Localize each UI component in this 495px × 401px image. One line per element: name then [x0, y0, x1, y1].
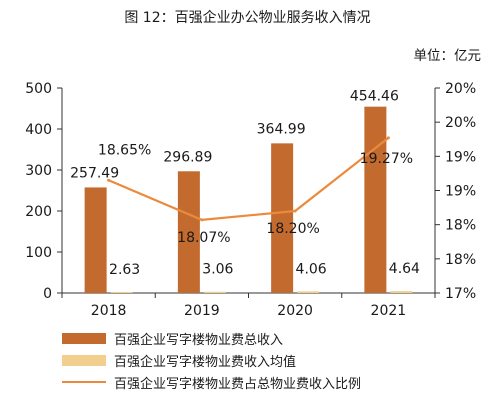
legend-swatch-ratio [62, 381, 106, 383]
left-tick-label: 300 [25, 163, 52, 179]
x-tick-label: 2019 [184, 303, 220, 319]
right-tick-label: 18% [445, 252, 476, 268]
ratio-point-2021 [386, 136, 390, 140]
ratio-line [108, 137, 390, 222]
label-ratio-2019: 18.07% [177, 230, 230, 246]
left-tick-label: 200 [25, 204, 52, 220]
bar-total-2020 [271, 143, 294, 293]
bar-average-2021 [390, 291, 413, 293]
unit-label: 单位：亿元 [413, 48, 482, 64]
bar-total-2021 [364, 106, 387, 293]
x-tick-label: 2021 [371, 303, 407, 319]
left-tick-label: 0 [43, 286, 52, 302]
label-total-2020: 364.99 [257, 121, 306, 137]
legend-item-ratio: 百强企业写字楼物业费占总物业费收入比例 [62, 371, 361, 393]
x-tick-label: 2020 [277, 303, 313, 319]
right-tick-label: 17% [445, 286, 476, 302]
legend-label-average: 百强企业写字楼物业费收入均值 [114, 354, 297, 370]
right-tick-label: 20% [445, 115, 476, 131]
bar-average-2020 [297, 291, 320, 293]
ratio-point-2019 [200, 218, 204, 222]
legend-item-average: 百强企业写字楼物业费收入均值 [62, 349, 361, 371]
legend-label-ratio: 百强企业写字楼物业费占总物业费收入比例 [114, 376, 362, 392]
label-average-2021: 4.64 [389, 261, 420, 277]
label-total-2021: 454.46 [350, 89, 399, 105]
legend-label-total: 百强企业写字楼物业费总收入 [114, 332, 284, 348]
chart-title: 图 12：百强企业办公物业服务收入情况 [124, 10, 371, 26]
bar-total-2018 [84, 187, 107, 293]
label-total-2018: 257.49 [70, 165, 119, 181]
bar-average-2019 [203, 291, 226, 293]
x-tick-label: 2018 [91, 303, 127, 319]
right-tick-label: 20% [445, 81, 476, 97]
label-average-2018: 2.63 [109, 262, 140, 278]
label-total-2019: 296.89 [163, 149, 212, 165]
left-tick-label: 100 [25, 245, 52, 261]
right-tick-label: 19% [445, 184, 476, 200]
right-tick-label: 19% [445, 149, 476, 165]
ratio-point-2018 [107, 178, 111, 182]
legend: 百强企业写字楼物业费总收入 百强企业写字楼物业费收入均值 百强企业写字楼物业费占… [62, 327, 361, 393]
left-tick-label: 400 [25, 122, 52, 138]
legend-item-total: 百强企业写字楼物业费总收入 [62, 327, 361, 349]
right-tick-label: 18% [445, 218, 476, 234]
label-ratio-2018: 18.65% [98, 142, 151, 158]
bar-total-2019 [177, 171, 200, 293]
label-ratio-2021: 19.27% [360, 151, 413, 167]
label-ratio-2020: 18.20% [266, 221, 319, 237]
label-average-2019: 3.06 [202, 262, 233, 278]
left-tick-label: 500 [25, 81, 52, 97]
bar-average-2018 [110, 291, 133, 293]
legend-swatch-total [62, 332, 106, 344]
legend-swatch-average [62, 354, 106, 366]
label-average-2020: 4.06 [296, 261, 327, 277]
ratio-point-2020 [293, 209, 297, 213]
